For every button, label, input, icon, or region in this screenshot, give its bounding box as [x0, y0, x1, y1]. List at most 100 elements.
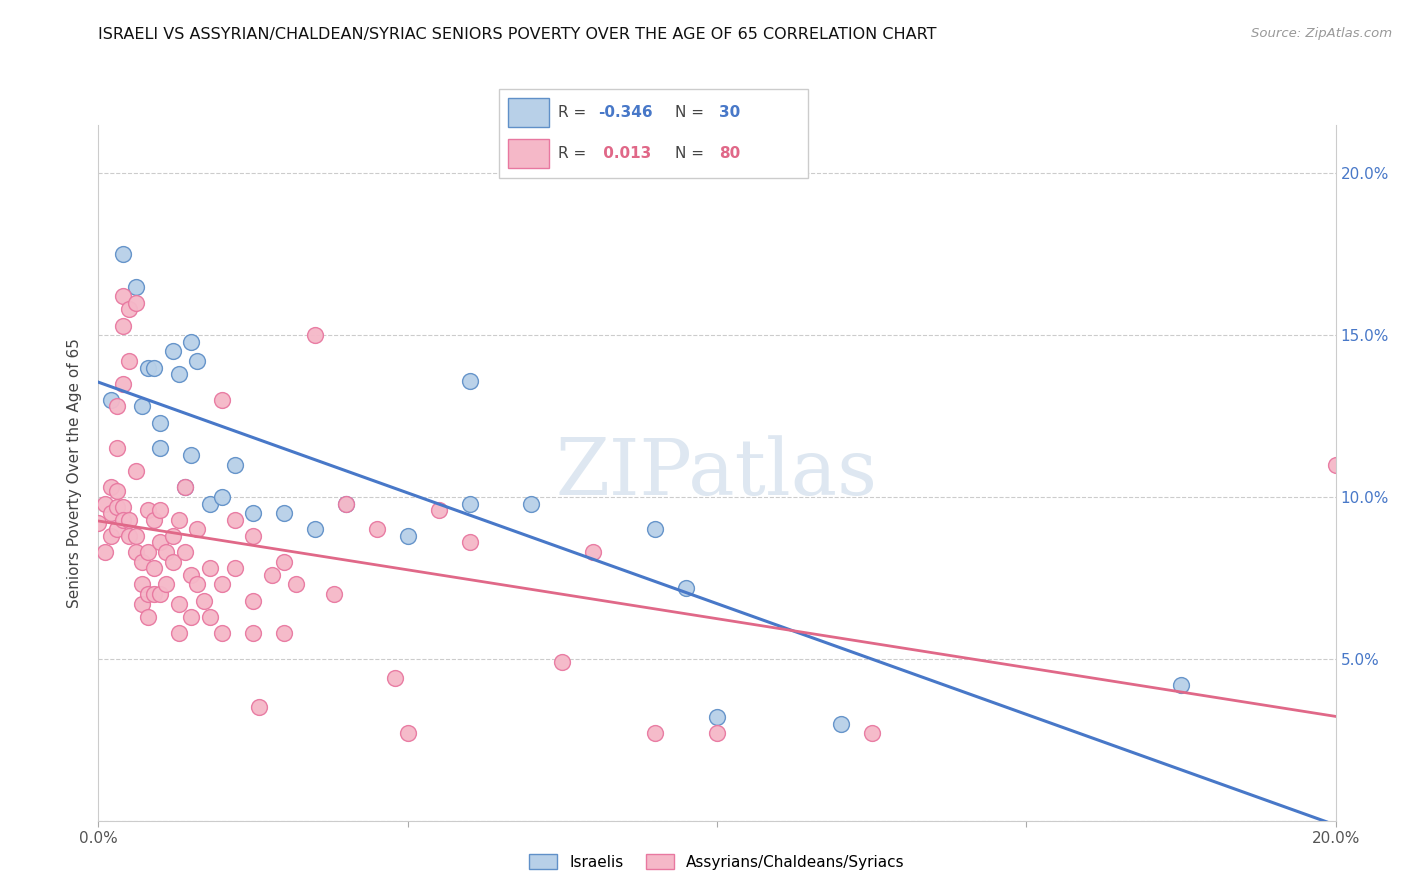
Point — [155, 577, 177, 591]
Point — [675, 581, 697, 595]
Point — [830, 716, 852, 731]
Bar — [509, 98, 548, 127]
Point — [242, 529, 264, 543]
Text: R =: R = — [558, 146, 591, 161]
Point — [520, 496, 543, 510]
Point — [149, 535, 172, 549]
Point — [124, 464, 146, 478]
Text: ISRAELI VS ASSYRIAN/CHALDEAN/SYRIAC SENIORS POVERTY OVER THE AGE OF 65 CORRELATI: ISRAELI VS ASSYRIAN/CHALDEAN/SYRIAC SENI… — [98, 27, 936, 42]
Point — [186, 354, 208, 368]
Point — [224, 561, 246, 575]
Point — [211, 626, 233, 640]
Point — [167, 597, 190, 611]
Point — [149, 442, 172, 456]
Point — [136, 609, 159, 624]
Point — [180, 448, 202, 462]
Point — [180, 334, 202, 349]
Point — [551, 655, 574, 669]
Point — [118, 529, 141, 543]
Point — [304, 522, 326, 536]
Point — [706, 726, 728, 740]
Point — [186, 522, 208, 536]
Point — [198, 561, 221, 575]
Point — [224, 458, 246, 472]
Point — [211, 577, 233, 591]
Point — [112, 513, 135, 527]
Point — [396, 529, 419, 543]
Point — [143, 561, 166, 575]
Text: -0.346: -0.346 — [598, 105, 652, 120]
Point — [124, 296, 146, 310]
Point — [105, 442, 128, 456]
Point — [273, 555, 295, 569]
Point — [149, 503, 172, 517]
Text: R =: R = — [558, 105, 591, 120]
Bar — [509, 139, 548, 168]
Point — [167, 626, 190, 640]
Point — [124, 529, 146, 543]
Point — [93, 545, 115, 559]
Point — [100, 392, 122, 407]
Text: 0.013: 0.013 — [598, 146, 651, 161]
FancyBboxPatch shape — [499, 89, 808, 178]
Point — [143, 587, 166, 601]
Point — [149, 416, 172, 430]
Point — [162, 344, 184, 359]
Point — [162, 529, 184, 543]
Point — [118, 354, 141, 368]
Point — [186, 577, 208, 591]
Point — [167, 513, 190, 527]
Point — [335, 496, 357, 510]
Point — [131, 400, 153, 414]
Point — [136, 545, 159, 559]
Point — [87, 516, 110, 530]
Point — [93, 496, 115, 510]
Point — [366, 522, 388, 536]
Point — [260, 567, 283, 582]
Point — [143, 513, 166, 527]
Point — [247, 700, 270, 714]
Point — [180, 609, 202, 624]
Point — [1170, 678, 1192, 692]
Text: Source: ZipAtlas.com: Source: ZipAtlas.com — [1251, 27, 1392, 40]
Point — [860, 726, 883, 740]
Point — [174, 480, 197, 494]
Point — [273, 506, 295, 520]
Point — [162, 555, 184, 569]
Point — [155, 545, 177, 559]
Point — [131, 577, 153, 591]
Point — [458, 374, 481, 388]
Point — [118, 302, 141, 317]
Point — [224, 513, 246, 527]
Point — [198, 609, 221, 624]
Text: 30: 30 — [718, 105, 740, 120]
Point — [167, 367, 190, 381]
Text: ZIPatlas: ZIPatlas — [555, 435, 879, 510]
Point — [458, 535, 481, 549]
Point — [112, 318, 135, 333]
Point — [118, 513, 141, 527]
Point — [131, 555, 153, 569]
Point — [706, 710, 728, 724]
Point — [112, 500, 135, 514]
Point — [198, 496, 221, 510]
Point — [242, 506, 264, 520]
Point — [131, 597, 153, 611]
Point — [1324, 458, 1347, 472]
Point — [136, 587, 159, 601]
Point — [335, 496, 357, 510]
Point — [458, 496, 481, 510]
Point — [211, 490, 233, 504]
Point — [105, 500, 128, 514]
Point — [242, 626, 264, 640]
Point — [124, 545, 146, 559]
Point — [193, 593, 215, 607]
Point — [582, 545, 605, 559]
Point — [211, 392, 233, 407]
Point — [273, 626, 295, 640]
Point — [285, 577, 308, 591]
Point — [304, 328, 326, 343]
Point — [644, 522, 666, 536]
Point — [322, 587, 344, 601]
Point — [136, 360, 159, 375]
